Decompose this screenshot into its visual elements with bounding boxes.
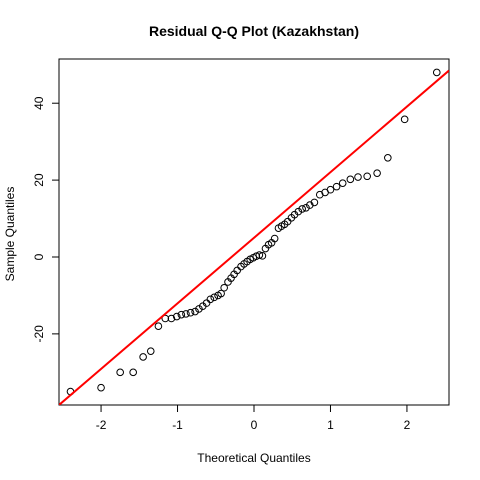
qq-point	[186, 308, 195, 317]
x-axis: -2 -1 0 1 2	[96, 405, 411, 432]
qq-point	[129, 368, 137, 377]
qq-point	[255, 251, 264, 259]
qq-point	[302, 203, 310, 212]
qq-point	[326, 185, 335, 194]
qq-point	[154, 322, 163, 330]
qq-point	[191, 307, 199, 316]
chart-title: Residual Q-Q Plot (Kazakhstan)	[149, 23, 359, 39]
y-tick-label: -20	[32, 325, 46, 343]
qq-point	[310, 198, 319, 207]
qq-point	[270, 234, 279, 243]
qq-point	[139, 353, 147, 361]
qq-point	[217, 289, 225, 298]
qq-point	[298, 205, 306, 213]
qq-point	[167, 314, 176, 323]
qq-point	[294, 207, 303, 216]
y-tick-label: 20	[32, 173, 46, 187]
qq-point	[97, 383, 105, 392]
qq-point	[177, 310, 186, 319]
x-tick-label: 0	[251, 418, 258, 432]
qq-point	[258, 252, 267, 260]
qq-point	[206, 295, 215, 304]
x-axis-label: Theoretical Quantiles	[197, 451, 310, 465]
x-tick-label: -1	[172, 418, 183, 432]
x-tick-label: 2	[404, 418, 411, 432]
qq-point	[384, 154, 392, 162]
qq-point	[400, 115, 409, 124]
qq-point	[116, 368, 124, 377]
qq-point	[210, 293, 219, 302]
qq-point	[354, 173, 362, 181]
qq-point	[195, 305, 203, 313]
y-axis: -20 0 20 40	[32, 96, 59, 343]
qq-point	[146, 347, 155, 355]
reference-line	[59, 69, 449, 405]
y-tick-label: 40	[32, 96, 46, 110]
qq-point	[363, 172, 371, 181]
qq-point	[233, 266, 241, 275]
qq-point	[346, 175, 355, 184]
qq-point	[172, 312, 181, 321]
qq-point	[373, 169, 381, 177]
x-tick-label: 1	[327, 418, 334, 432]
qq-point	[202, 299, 211, 307]
qq-point	[182, 310, 190, 318]
y-axis-label: Sample Quantiles	[3, 187, 17, 282]
qq-point	[338, 179, 347, 187]
qq-point	[220, 283, 228, 292]
qq-point	[432, 68, 441, 77]
qq-point	[283, 217, 292, 226]
plot-area	[59, 68, 449, 405]
y-tick-label: 0	[32, 253, 46, 260]
x-tick-label: -2	[96, 418, 107, 432]
qq-point	[332, 182, 341, 191]
